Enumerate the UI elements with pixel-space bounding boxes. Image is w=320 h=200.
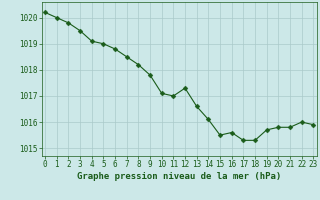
- X-axis label: Graphe pression niveau de la mer (hPa): Graphe pression niveau de la mer (hPa): [77, 172, 281, 181]
